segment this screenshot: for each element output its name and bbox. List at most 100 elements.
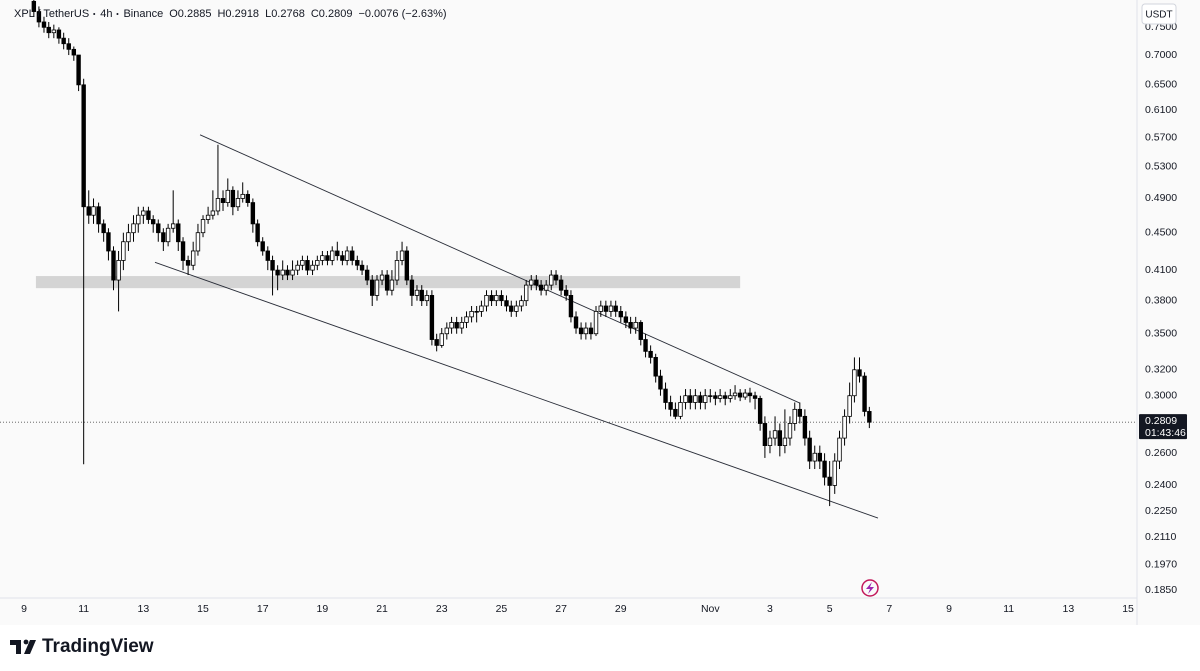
candle-body <box>240 193 245 199</box>
y-tick-label: 0.1850 <box>1145 584 1177 596</box>
candle-body <box>489 295 494 302</box>
candle-body <box>225 189 230 203</box>
separator-dot <box>116 13 119 15</box>
candle-body <box>280 269 285 276</box>
candle-body <box>807 437 812 462</box>
candle-body <box>628 322 633 329</box>
brand-icon <box>10 640 36 654</box>
candle-body <box>370 279 375 296</box>
candle-body <box>792 408 797 424</box>
candle-body <box>185 260 191 266</box>
candle-body <box>439 333 444 346</box>
candle-body <box>76 54 81 86</box>
candle-body <box>862 375 867 412</box>
currency-box <box>1141 3 1177 25</box>
candle-body <box>414 289 420 296</box>
candle-body <box>603 305 609 312</box>
alert-icon[interactable] <box>861 579 879 597</box>
alert-bolt <box>866 582 874 594</box>
x-tick-label: 9 <box>21 603 27 615</box>
candle-body <box>663 388 668 403</box>
candle-body <box>210 210 216 216</box>
candle-body <box>325 255 330 261</box>
candle-body <box>96 206 101 225</box>
ohlc-value: 0.2918 <box>225 8 259 20</box>
candle-body <box>364 269 370 281</box>
candle-body <box>618 310 623 318</box>
candle-body <box>394 260 400 281</box>
candle-body <box>867 411 872 423</box>
ohlc-key: H <box>217 8 225 20</box>
candle-body <box>200 219 206 234</box>
candle-body <box>509 305 514 312</box>
candle-body <box>578 327 584 335</box>
candle-body <box>797 408 803 417</box>
candle-body <box>608 305 614 312</box>
x-tick-label: 17 <box>257 603 269 615</box>
candle-body <box>693 395 698 403</box>
y-tick-label: 0.3800 <box>1145 294 1177 306</box>
candle-body <box>320 255 325 261</box>
ohlc-value: 0.2885 <box>178 8 212 20</box>
candle-body <box>728 395 733 399</box>
candle-body <box>519 300 524 307</box>
candle-body <box>852 369 857 397</box>
candle-body <box>56 29 62 39</box>
candle-body <box>673 408 678 417</box>
ohlc-key: L <box>265 8 271 20</box>
candle-body <box>613 305 618 312</box>
y-tick-label: 0.4900 <box>1145 192 1177 204</box>
candle-body <box>51 29 57 34</box>
candle-body <box>504 300 509 307</box>
candle-body <box>444 327 450 335</box>
candle-body <box>558 279 564 291</box>
candle-body <box>245 193 250 203</box>
x-tick-label: 15 <box>197 603 209 615</box>
candle-body <box>36 11 42 23</box>
candle-body <box>270 260 275 271</box>
candle-body <box>723 395 728 399</box>
x-tick-label: 7 <box>886 603 892 615</box>
y-tick-label: 0.4500 <box>1145 226 1177 238</box>
candle-body <box>220 198 226 203</box>
candle-body <box>235 198 241 208</box>
candle-body <box>165 227 171 243</box>
candle-body <box>683 395 688 403</box>
candle-body <box>161 232 166 243</box>
candle-body <box>195 232 201 252</box>
candle-body <box>747 392 753 397</box>
y-tick-label: 0.1970 <box>1145 559 1177 571</box>
candle-body <box>340 255 345 261</box>
x-tick-label: 15 <box>1122 603 1134 615</box>
candle-body <box>787 423 793 439</box>
x-tick-label: 11 <box>1003 603 1014 615</box>
candle-body <box>71 48 77 56</box>
y-tick-label: 0.2250 <box>1145 505 1177 517</box>
candle-body <box>827 476 832 486</box>
candle-body <box>374 279 380 296</box>
candle-body <box>588 327 594 335</box>
x-tick-label: 5 <box>827 603 833 615</box>
candle-body <box>379 274 385 281</box>
candle-body <box>66 43 71 50</box>
candle-body <box>752 395 758 399</box>
candle-body <box>812 452 817 462</box>
candle-body <box>250 202 256 225</box>
candle-body <box>260 241 265 252</box>
candle-body <box>543 284 549 291</box>
candle-body <box>499 295 504 302</box>
candle-body <box>344 250 350 261</box>
candle-body <box>708 395 713 397</box>
candle-body <box>743 392 748 398</box>
exchange: Binance <box>123 8 163 20</box>
candle-body <box>648 350 653 358</box>
candle-body <box>384 274 390 291</box>
candle-body <box>529 279 534 286</box>
candle-body <box>150 219 156 225</box>
candle-body <box>593 310 599 335</box>
x-tick-label: 13 <box>138 603 150 615</box>
candle-body <box>404 250 410 281</box>
candle-body <box>46 26 51 34</box>
candle-body <box>205 214 211 220</box>
